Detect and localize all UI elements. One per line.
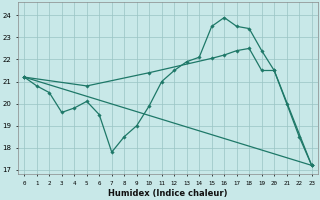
X-axis label: Humidex (Indice chaleur): Humidex (Indice chaleur) [108,189,228,198]
